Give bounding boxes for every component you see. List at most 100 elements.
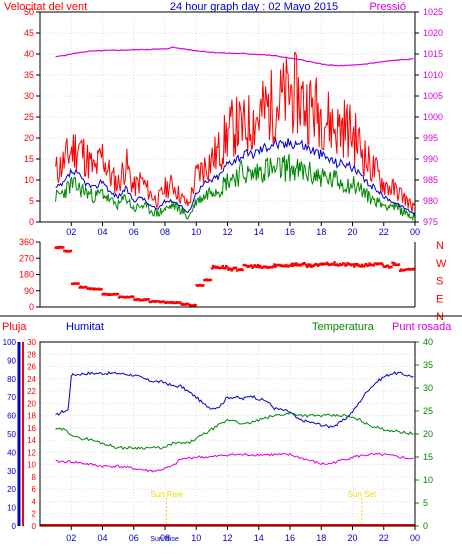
temperature-axis-tick-label: 15 bbox=[423, 452, 433, 462]
direction-point bbox=[223, 267, 227, 270]
humidity-panel-hour-label: 04 bbox=[97, 533, 107, 543]
direction-point bbox=[359, 265, 362, 268]
direction-point bbox=[256, 263, 260, 267]
pressure-axis-tick-label: 1010 bbox=[423, 70, 443, 80]
direction-point bbox=[381, 263, 384, 266]
humidity-panel-hour-label: 10 bbox=[191, 533, 201, 543]
direction-axis-tick-label: 0 bbox=[29, 302, 34, 312]
direction-point bbox=[295, 262, 298, 265]
pressure-axis-tick-label: 1015 bbox=[423, 49, 443, 59]
wind-panel-hour-tick-label: 06 bbox=[129, 227, 139, 237]
rain-axis-tick-label: 26 bbox=[27, 363, 36, 372]
humidity-axis-tick-label: 90 bbox=[7, 356, 16, 365]
wind-panel-hour-tick-label: 10 bbox=[191, 227, 201, 237]
temperature-axis-tick-label: 35 bbox=[423, 360, 433, 370]
compass-label: N bbox=[436, 311, 444, 323]
direction-point bbox=[62, 246, 65, 249]
direction-point bbox=[386, 264, 390, 268]
direction-point bbox=[397, 263, 401, 266]
direction-point bbox=[345, 263, 348, 266]
rain-axis-tick-label: 24 bbox=[27, 375, 36, 384]
direction-point bbox=[225, 264, 228, 268]
direction-point bbox=[252, 265, 255, 268]
direction-point bbox=[367, 264, 370, 267]
direction-point bbox=[202, 284, 205, 287]
direction-point bbox=[326, 262, 330, 265]
direction-point bbox=[351, 263, 355, 266]
direction-point bbox=[234, 266, 238, 269]
direction-point bbox=[147, 298, 150, 301]
pressure-axis-tick-label: 975 bbox=[423, 217, 438, 227]
direction-point bbox=[100, 288, 103, 291]
direction-point bbox=[194, 303, 197, 307]
dewpoint-legend: Punt rosada bbox=[392, 321, 452, 333]
humidity-legend: Humitat bbox=[66, 321, 104, 333]
rain-legend: Pluja bbox=[2, 321, 27, 333]
wind-panel-hour-tick-label: 12 bbox=[222, 227, 232, 237]
rain-axis-tick-label: 12 bbox=[27, 448, 36, 457]
humidity-axis-tick-label: 100 bbox=[3, 338, 17, 347]
sun-marker-label: Sun Rise bbox=[150, 490, 183, 499]
wind-gust-line bbox=[55, 51, 416, 213]
pressure-axis-tick-label: 990 bbox=[423, 154, 438, 164]
rain-axis-tick-label: 22 bbox=[27, 387, 36, 396]
direction-point bbox=[209, 278, 213, 282]
rain-axis-tick-label: 18 bbox=[27, 412, 36, 421]
rain-axis-tick-label: 6 bbox=[32, 485, 37, 494]
temperature-axis-tick-label: 30 bbox=[423, 383, 433, 393]
direction-axis-tick-label: 360 bbox=[19, 237, 34, 247]
direction-point bbox=[116, 292, 120, 296]
direction-point bbox=[241, 268, 244, 272]
wind-axis-tick-label: 25 bbox=[24, 112, 34, 122]
direction-point bbox=[291, 264, 295, 267]
humidity-panel-hour-label: 06 bbox=[129, 533, 139, 543]
direction-point bbox=[274, 265, 277, 269]
humidity-panel-hour-label: 20 bbox=[347, 533, 357, 543]
direction-point bbox=[255, 265, 259, 268]
rain-axis-tick-label: 28 bbox=[27, 350, 36, 359]
wind-axis-tick-label: 50 bbox=[24, 7, 34, 17]
wind-panel-hour-tick-label: 14 bbox=[254, 227, 264, 237]
direction-point bbox=[69, 249, 73, 253]
direction-point bbox=[230, 269, 233, 272]
humidity-panel-hour-label: 12 bbox=[222, 533, 232, 543]
temperature-axis-tick-label: 5 bbox=[423, 498, 428, 508]
rain-axis-tick-label: 4 bbox=[32, 497, 37, 506]
rain-axis-tick-label: 2 bbox=[32, 510, 37, 519]
direction-point bbox=[220, 266, 224, 269]
direction-point bbox=[398, 269, 402, 273]
rain-axis-tick-label: 14 bbox=[27, 436, 36, 445]
direction-point bbox=[390, 265, 393, 269]
direction-point bbox=[393, 262, 396, 265]
temperature-legend: Temperatura bbox=[312, 321, 375, 333]
wind-axis-tick-label: 20 bbox=[24, 133, 34, 143]
direction-point bbox=[304, 264, 308, 267]
humidity-panel-hour-label: 14 bbox=[254, 533, 264, 543]
direction-point bbox=[368, 262, 371, 265]
pressure-axis-tick-label: 1025 bbox=[423, 7, 443, 17]
compass-label: W bbox=[436, 258, 447, 270]
direction-point bbox=[293, 263, 297, 267]
direction-axis-tick-label: 270 bbox=[19, 253, 34, 263]
wind-average-line bbox=[55, 137, 415, 214]
direction-point bbox=[77, 282, 80, 285]
direction-point bbox=[360, 263, 364, 267]
sun-rise-axis-label: Sun Rise bbox=[150, 536, 179, 543]
wind-axis-tick-label: 5 bbox=[29, 196, 34, 206]
direction-point bbox=[353, 265, 356, 268]
direction-point bbox=[229, 267, 232, 271]
humidity-panel-hour-label: 16 bbox=[285, 533, 295, 543]
direction-point bbox=[289, 264, 292, 267]
dewpoint-line bbox=[55, 452, 414, 473]
direction-point bbox=[85, 285, 88, 289]
direction-point bbox=[309, 263, 312, 267]
direction-point bbox=[285, 263, 288, 267]
direction-point bbox=[391, 261, 394, 264]
humidity-panel-hour-label: 22 bbox=[379, 533, 389, 543]
humidity-axis-tick-label: 70 bbox=[7, 393, 16, 402]
direction-point bbox=[337, 264, 341, 267]
direction-point bbox=[257, 266, 261, 269]
humidity-axis-tick-label: 10 bbox=[7, 504, 16, 513]
wind-panel-hour-tick-label: 04 bbox=[97, 227, 107, 237]
